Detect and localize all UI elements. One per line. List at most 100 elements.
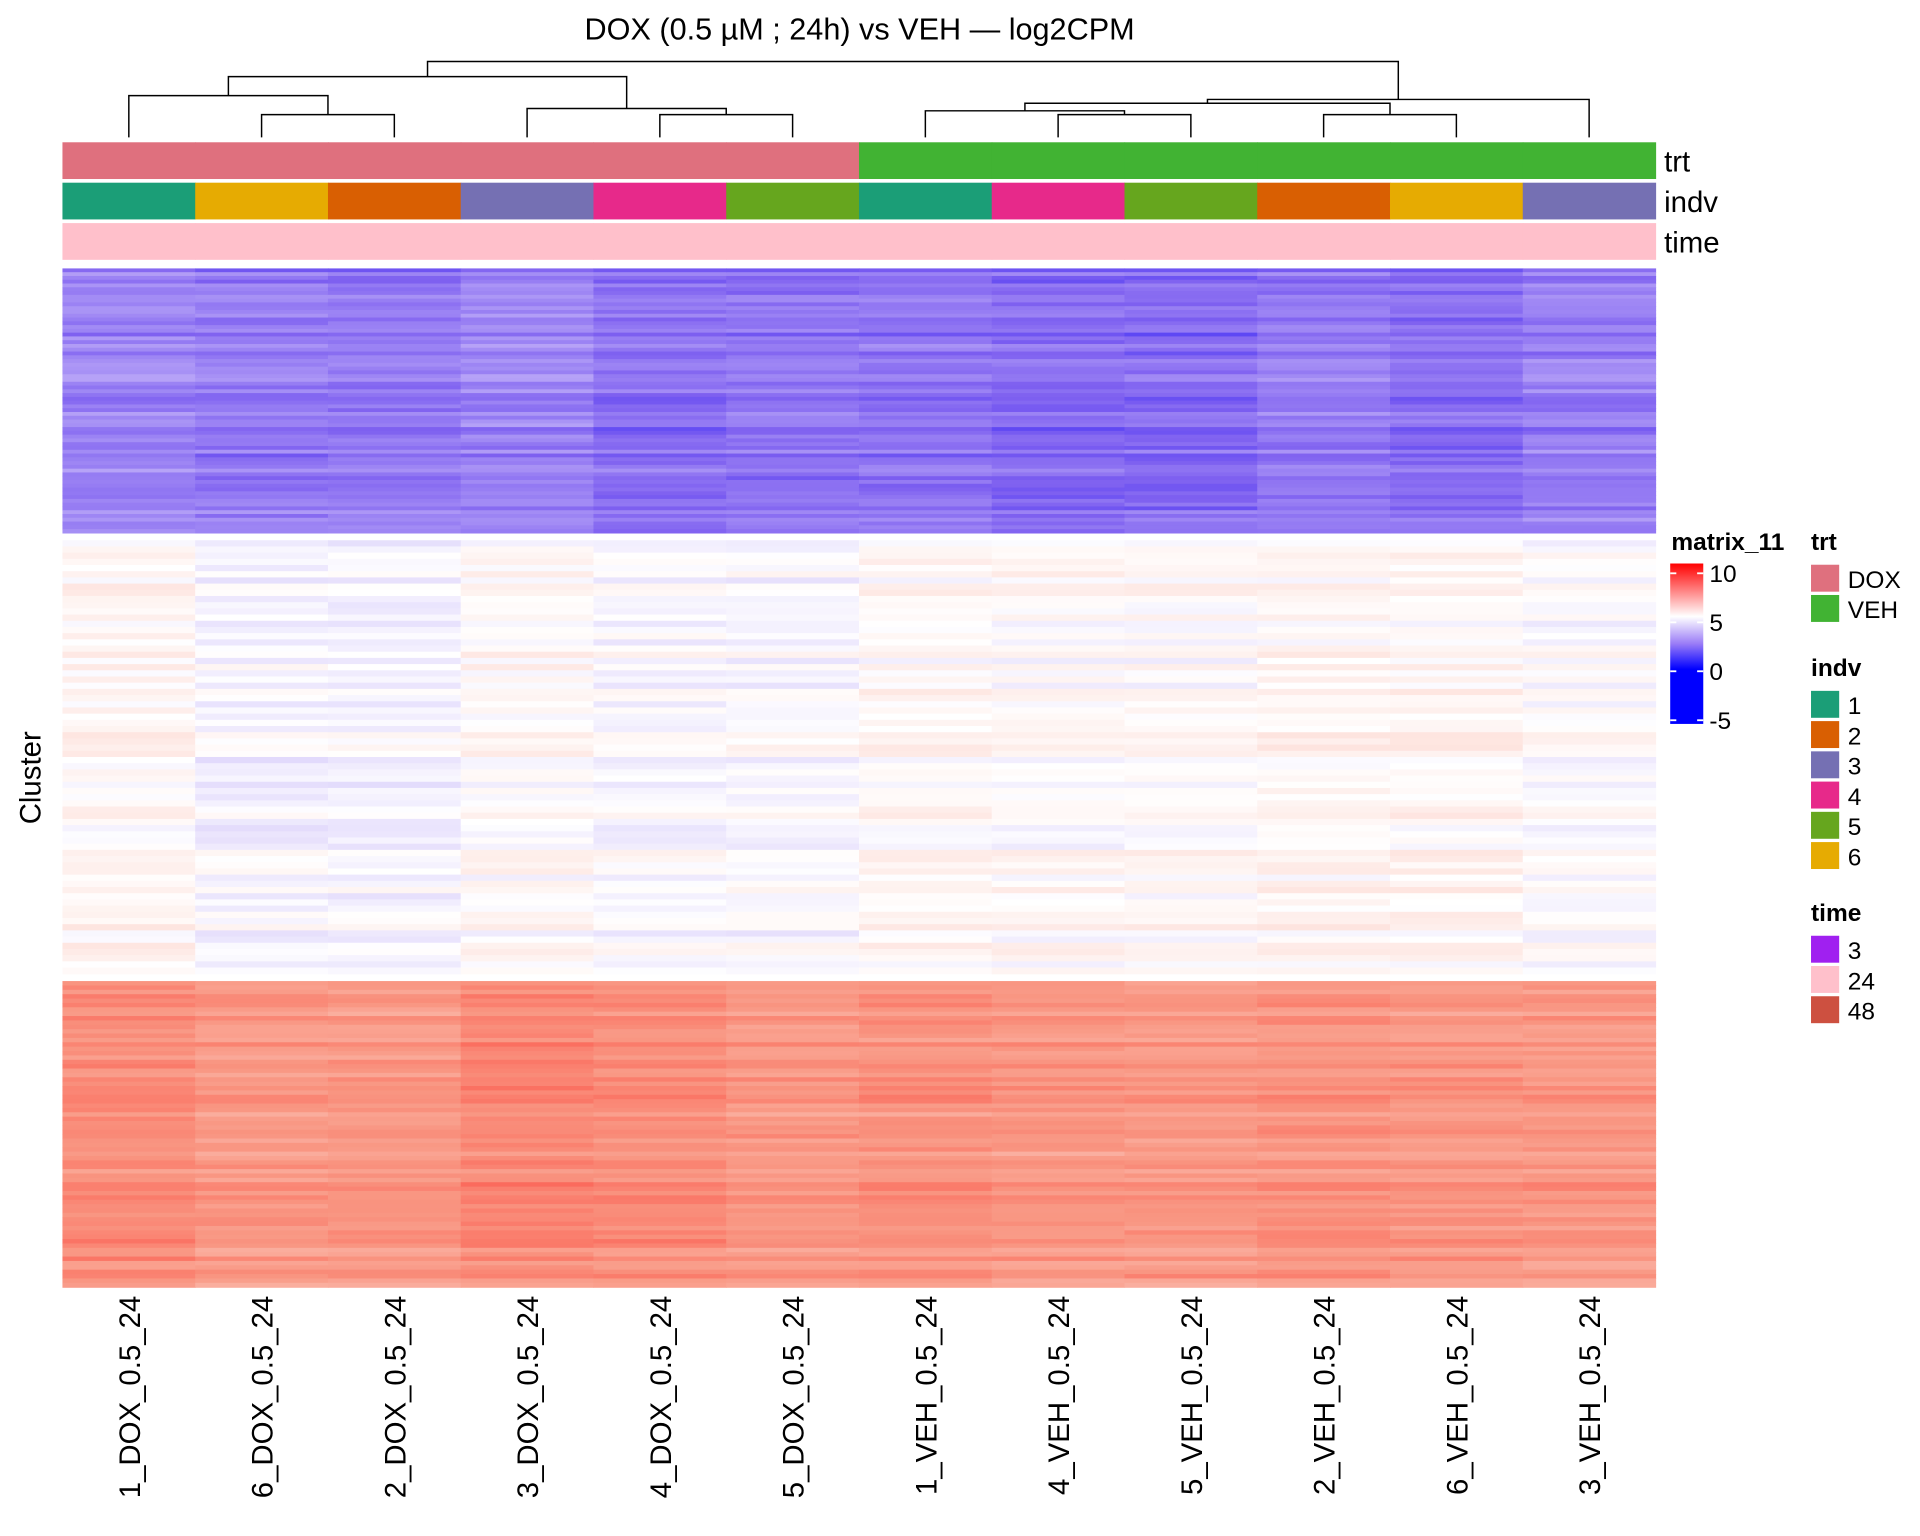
heatmap-cell: [195, 620, 329, 628]
heatmap-cell: [327, 1169, 462, 1175]
heatmap-cell: [726, 1164, 860, 1170]
heatmap-cell: [1124, 626, 1258, 634]
heatmap-cell: [195, 389, 329, 394]
heatmap-cell: [1522, 540, 1657, 548]
heatmap-cell: [991, 517, 1126, 523]
heatmap-cell: [991, 750, 1126, 758]
heatmap-cell: [991, 1195, 1126, 1201]
heatmap-cell: [62, 874, 196, 882]
heatmap-cell: [726, 917, 860, 925]
heatmap-cell: [460, 1086, 595, 1092]
heatmap-cell: [593, 362, 727, 368]
heatmap-cell: [327, 1068, 462, 1074]
heatmap-cell: [858, 707, 993, 715]
heatmap-cell: [195, 1243, 329, 1249]
heatmap-cell: [460, 1107, 595, 1113]
column-label: 6_VEH_0.5_24: [1441, 1296, 1474, 1495]
heatmap-cell: [858, 434, 993, 440]
heatmap-cell: [593, 359, 727, 364]
heatmap-cell: [327, 1225, 462, 1231]
heatmap-cell: [858, 806, 993, 814]
heatmap-cell: [1124, 688, 1258, 696]
heatmap-cell: [62, 1121, 196, 1126]
heatmap-cell: [1390, 415, 1524, 421]
legend-label: 6: [1848, 844, 1862, 871]
heatmap-cell: [62, 1256, 196, 1262]
heatmap-cell: [726, 362, 860, 368]
heatmap-cell: [1390, 756, 1524, 764]
heatmap-cell: [1257, 794, 1391, 801]
heatmap-cell: [991, 1252, 1126, 1258]
heatmap-cell: [62, 1007, 196, 1013]
heatmap-cell: [858, 887, 993, 894]
heatmap-cell: [1390, 707, 1524, 715]
heatmap-cell: [991, 1116, 1126, 1122]
heatmap-cell: [593, 682, 727, 690]
heatmap-cell: [1257, 336, 1391, 341]
heatmap-cell: [1522, 1243, 1657, 1249]
heatmap-cell: [593, 1155, 727, 1161]
heatmap-cell: [1522, 362, 1657, 368]
heatmap-cell: [1522, 359, 1657, 364]
heatmap-cell: [62, 1090, 196, 1096]
heatmap-cell: [1390, 1129, 1524, 1135]
heatmap-cell: [593, 468, 727, 474]
heatmap-cell: [726, 1269, 860, 1275]
heatmap-cell: [62, 781, 196, 789]
heatmap-cell: [195, 577, 329, 585]
heatmap-cell: [460, 517, 595, 523]
heatmap-cell: [1124, 268, 1258, 273]
heatmap-cell: [460, 552, 595, 560]
heatmap-cell: [726, 381, 860, 387]
heatmap-cell: [1390, 521, 1524, 526]
heatmap-cell: [327, 936, 462, 944]
heatmap-cell: [991, 472, 1126, 477]
heatmap-cell: [726, 905, 860, 913]
heatmap-cell: [1257, 726, 1391, 733]
heatmap-cell: [1124, 487, 1258, 492]
heatmap-cell: [593, 1007, 727, 1013]
heatmap-cell: [195, 1024, 329, 1030]
heatmap-cell: [460, 868, 595, 876]
heatmap-cell: [1257, 1282, 1391, 1288]
annotation-cell-trt: [62, 142, 196, 180]
heatmap-cell: [460, 1002, 595, 1008]
heatmap-cell: [62, 302, 196, 307]
heatmap-cell: [327, 645, 462, 653]
heatmap-cell: [1522, 701, 1657, 709]
heatmap-cell: [991, 468, 1126, 474]
heatmap-cell: [991, 633, 1126, 640]
annotation-cell-time: [593, 223, 727, 260]
heatmap-cell: [858, 917, 993, 925]
heatmap-cell: [1257, 682, 1391, 690]
heatmap-cell: [1257, 1077, 1391, 1083]
heatmap-cell: [1257, 775, 1391, 783]
heatmap-cell: [593, 1221, 727, 1227]
heatmap-cell: [991, 558, 1126, 566]
heatmap-cell: [1257, 400, 1391, 406]
heatmap-cell: [327, 291, 462, 296]
heatmap-cell: [991, 651, 1126, 659]
heatmap-cell: [991, 464, 1126, 470]
heatmap-cell: [327, 756, 462, 764]
heatmap-cell: [62, 1125, 196, 1131]
heatmap-cell: [460, 981, 595, 987]
heatmap-cell: [593, 620, 727, 628]
heatmap-cell: [858, 626, 993, 634]
heatmap-cell: [460, 514, 595, 519]
heatmap-cell: [593, 298, 727, 304]
heatmap-cell: [991, 1256, 1126, 1262]
annotation-cell-time: [991, 223, 1126, 260]
heatmap-cell: [62, 483, 196, 489]
heatmap-cell: [991, 514, 1126, 519]
heatmap-cell: [1522, 385, 1657, 390]
heatmap-cell: [1522, 732, 1657, 740]
heatmap-cell: [858, 1037, 993, 1043]
heatmap-cell: [1390, 924, 1524, 931]
heatmap-cell: [62, 1107, 196, 1113]
heatmap-cell: [593, 1107, 727, 1113]
heatmap-cell: [1124, 763, 1258, 770]
heatmap-cell: [1522, 283, 1657, 288]
heatmap-cell: [593, 670, 727, 678]
heatmap-cell: [1257, 701, 1391, 709]
